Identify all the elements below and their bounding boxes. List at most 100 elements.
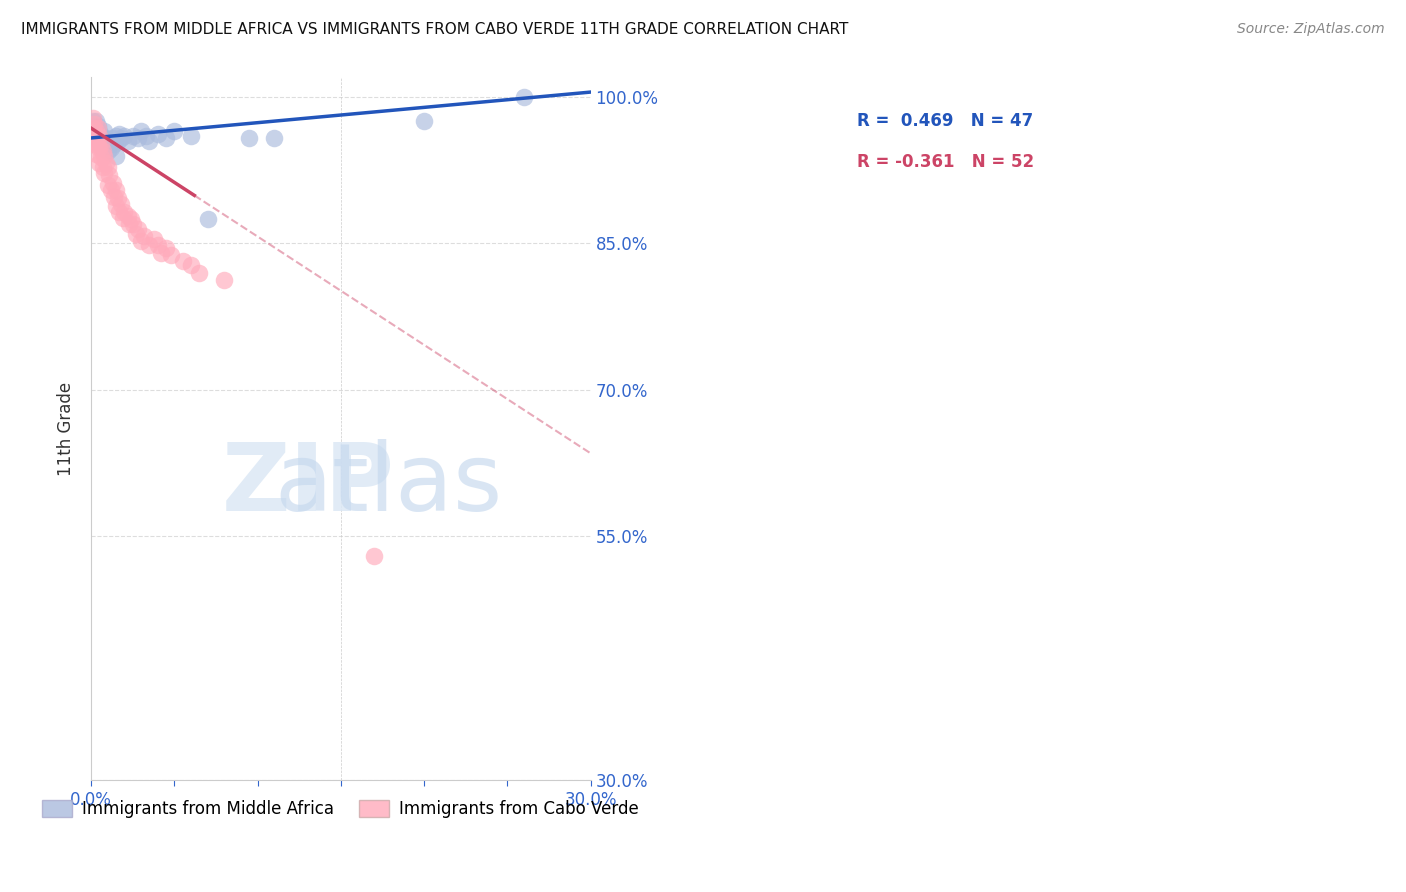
Text: R =  0.469   N = 47: R = 0.469 N = 47	[856, 112, 1033, 130]
Legend: Immigrants from Middle Africa, Immigrants from Cabo Verde: Immigrants from Middle Africa, Immigrant…	[35, 793, 645, 825]
Point	[83, 127, 105, 141]
Point	[84, 128, 107, 143]
Point	[84, 124, 107, 138]
Point	[89, 128, 111, 143]
Point	[138, 134, 160, 148]
Point	[87, 128, 110, 143]
Point	[101, 176, 124, 190]
Point	[83, 128, 105, 143]
Text: Source: ZipAtlas.com: Source: ZipAtlas.com	[1237, 22, 1385, 37]
Point	[146, 127, 169, 141]
Point	[117, 134, 139, 148]
Point	[84, 146, 107, 161]
Point	[91, 160, 114, 174]
Point	[134, 228, 156, 243]
Point	[263, 131, 285, 145]
Point	[108, 205, 131, 219]
Point	[107, 134, 129, 148]
Point	[238, 131, 260, 145]
Point	[146, 238, 169, 252]
Point	[155, 131, 177, 145]
Point	[180, 128, 202, 143]
Text: R = -0.361   N = 52: R = -0.361 N = 52	[856, 153, 1033, 171]
Point	[114, 128, 136, 143]
Point	[101, 131, 124, 145]
Point	[110, 131, 132, 145]
Point	[82, 124, 104, 138]
Point	[84, 134, 107, 148]
Point	[180, 258, 202, 272]
Point	[94, 156, 117, 170]
Point	[90, 136, 112, 151]
Point	[155, 241, 177, 255]
Point	[87, 121, 110, 136]
Point	[363, 549, 385, 563]
Point	[114, 205, 136, 219]
Point	[91, 141, 114, 155]
Point	[150, 246, 173, 260]
Point	[172, 254, 194, 268]
Point	[93, 166, 115, 180]
FancyBboxPatch shape	[807, 92, 1223, 194]
Point	[89, 156, 111, 170]
Point	[143, 231, 166, 245]
Point	[82, 114, 104, 128]
Point	[120, 212, 142, 227]
Point	[100, 183, 122, 197]
Point	[83, 120, 105, 134]
Point	[94, 131, 117, 145]
Point	[84, 114, 107, 128]
Point	[121, 217, 143, 231]
Point	[89, 134, 111, 148]
Point	[105, 183, 128, 197]
Point	[90, 151, 112, 165]
Point	[97, 134, 120, 148]
Point	[127, 131, 149, 145]
Point	[98, 168, 121, 182]
Point	[107, 192, 129, 206]
Point	[135, 128, 157, 143]
Text: atlas: atlas	[274, 439, 502, 531]
Point	[163, 124, 186, 138]
FancyBboxPatch shape	[815, 148, 849, 177]
Point	[97, 160, 120, 174]
Point	[129, 124, 152, 138]
Point	[127, 221, 149, 235]
Point	[111, 211, 134, 225]
Point	[160, 248, 183, 262]
Point	[103, 136, 125, 151]
Point	[125, 227, 148, 241]
Text: ZIP: ZIP	[222, 439, 395, 531]
Point	[83, 117, 105, 131]
Point	[117, 209, 139, 223]
Point	[105, 148, 128, 162]
Point	[214, 273, 236, 287]
Point	[91, 131, 114, 145]
Point	[197, 212, 219, 227]
Point	[84, 121, 107, 136]
Point	[89, 141, 111, 155]
Point	[93, 148, 115, 162]
Text: IMMIGRANTS FROM MIDDLE AFRICA VS IMMIGRANTS FROM CABO VERDE 11TH GRADE CORRELATI: IMMIGRANTS FROM MIDDLE AFRICA VS IMMIGRA…	[21, 22, 848, 37]
Point	[100, 141, 122, 155]
Point	[87, 136, 110, 151]
Point	[93, 124, 115, 138]
Point	[82, 112, 104, 126]
Point	[118, 217, 141, 231]
Point	[90, 136, 112, 151]
Point	[87, 134, 110, 148]
Point	[89, 124, 111, 138]
Point	[90, 128, 112, 143]
Point	[121, 128, 143, 143]
Point	[82, 121, 104, 136]
Point	[97, 144, 120, 158]
Point	[513, 90, 536, 104]
Point	[105, 128, 128, 143]
Point	[413, 114, 436, 128]
Point	[108, 127, 131, 141]
Point	[83, 134, 105, 148]
Point	[105, 199, 128, 213]
Point	[91, 144, 114, 158]
Point	[129, 235, 152, 249]
Point	[87, 120, 110, 134]
